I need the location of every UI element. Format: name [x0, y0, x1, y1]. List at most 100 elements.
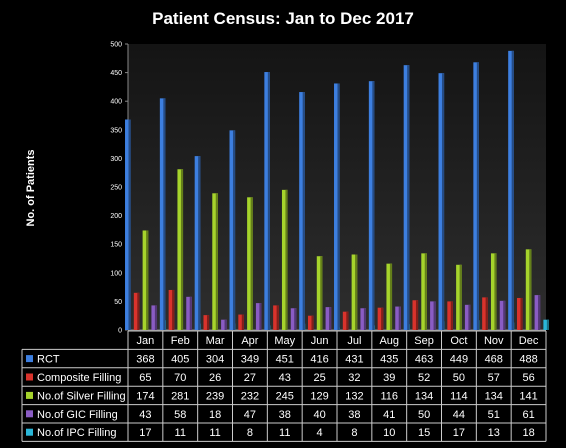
legend-swatch [26, 391, 33, 399]
bar-shade [146, 230, 149, 330]
y-axis-label: No. of Patients [25, 149, 37, 226]
bar [368, 81, 375, 331]
x-tick-label: Aug [379, 335, 399, 347]
x-tick-label: Apr [241, 335, 258, 347]
legend-swatch [26, 355, 33, 363]
bar [499, 300, 506, 330]
data-label: 114 [450, 390, 468, 402]
bar-shade [459, 264, 462, 330]
x-tick-label: Jun [311, 335, 329, 347]
data-label: 15 [418, 427, 430, 439]
x-tick-label: Sep [414, 335, 434, 347]
data-label: 41 [383, 409, 395, 421]
data-label: 8 [351, 427, 357, 439]
data-label: 405 [171, 354, 189, 366]
data-label: 116 [380, 390, 398, 402]
bar-shade [424, 253, 427, 330]
bar-shade [329, 307, 332, 330]
x-tick-label: Nov [484, 335, 504, 347]
bars [125, 50, 549, 331]
bar-shade [520, 297, 523, 330]
data-label: 281 [171, 390, 189, 402]
data-label: 65 [139, 372, 151, 384]
data-label: 51 [488, 409, 500, 421]
data-label: 17 [453, 427, 465, 439]
bar [351, 254, 358, 330]
data-label: 13 [488, 427, 500, 439]
bar [299, 92, 305, 330]
bar-shade [294, 308, 297, 330]
bar [194, 156, 201, 330]
bar [508, 50, 514, 330]
data-label: 134 [415, 390, 433, 402]
chart-title: Patient Census: Jan to Dec 2017 [152, 9, 414, 28]
data-label: 40 [313, 409, 325, 421]
data-label: 47 [244, 409, 256, 421]
x-tick-label: May [274, 335, 295, 347]
data-label: 58 [174, 409, 186, 421]
legend-label: No.of GIC Filling [37, 409, 118, 421]
bar-shade [503, 300, 506, 330]
bar [255, 303, 262, 330]
bar-shade [529, 249, 532, 330]
bar-shade [250, 197, 253, 330]
data-label: 304 [206, 354, 224, 366]
bar [177, 169, 184, 330]
bar-shade [215, 193, 218, 330]
bar-shade [389, 263, 393, 330]
bar-shade [433, 301, 436, 330]
data-label: 25 [313, 372, 325, 384]
bar-shade [276, 305, 279, 330]
y-tick-label: 100 [110, 270, 122, 277]
bar [203, 315, 210, 330]
bar-shade [346, 311, 349, 330]
data-label: 488 [519, 354, 537, 366]
bar [464, 304, 471, 330]
bar-shade [154, 305, 158, 330]
bar-shade [355, 254, 358, 330]
data-label: 11 [209, 427, 220, 439]
bar [151, 305, 158, 330]
data-label: 435 [380, 354, 398, 366]
data-label: 463 [415, 354, 433, 366]
data-label: 416 [310, 354, 328, 366]
data-label: 8 [247, 427, 253, 439]
bar [342, 311, 349, 330]
data-label: 70 [174, 372, 186, 384]
legend-label: Composite Filling [37, 372, 121, 384]
bar-shade [320, 256, 323, 330]
data-label: 141 [519, 390, 537, 402]
bar [159, 98, 166, 330]
bar [412, 300, 419, 330]
legend-label: No.of IPC Filling [37, 427, 116, 439]
bar [525, 249, 532, 330]
bar-shade [137, 292, 140, 330]
bar-shade [407, 65, 410, 330]
bar [142, 230, 149, 330]
data-label: 27 [244, 372, 256, 384]
bar [473, 62, 479, 330]
y-tick-label: 50 [114, 299, 122, 306]
bar [386, 263, 393, 330]
bar-shade [450, 301, 453, 330]
data-label: 56 [522, 372, 534, 384]
data-label: 17 [139, 427, 151, 439]
bar [543, 319, 549, 330]
bar-shade [259, 303, 262, 330]
bar-shade [311, 315, 314, 330]
bar [456, 264, 462, 330]
data-label: 468 [485, 354, 503, 366]
y-tick-label: 300 [110, 156, 122, 163]
bar-shade [485, 297, 488, 330]
data-label: 431 [345, 354, 363, 366]
x-tick-label: Oct [450, 335, 467, 347]
data-label: 368 [136, 354, 154, 366]
bar [125, 119, 131, 330]
bar [438, 73, 445, 330]
bar-shade [206, 315, 210, 330]
y-tick-label: 500 [110, 42, 122, 49]
y-tick-label: 200 [110, 213, 122, 220]
bar-shade [172, 289, 175, 330]
bar [307, 315, 314, 330]
